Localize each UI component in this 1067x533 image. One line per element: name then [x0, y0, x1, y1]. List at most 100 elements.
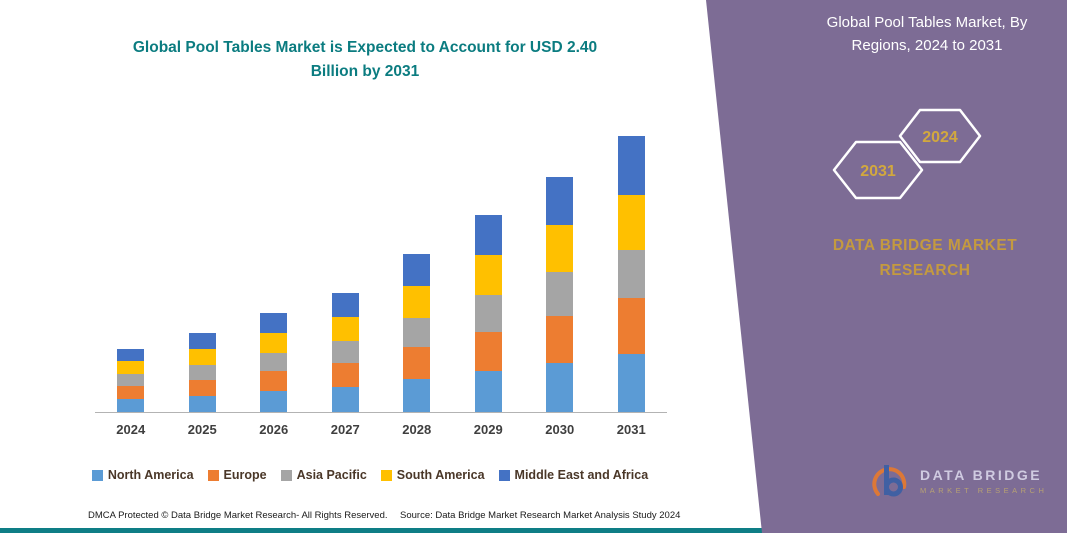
x-tick-label-2027: 2027 [330, 422, 360, 437]
panel-title: Global Pool Tables Market, By Regions, 2… [826, 14, 1028, 54]
bar-column-2029 [453, 215, 525, 412]
plot-area [95, 123, 667, 413]
stacked-bar-2031 [617, 136, 645, 412]
source-notice: Source: Data Bridge Market Research Mark… [400, 510, 681, 521]
x-tick-label-2029: 2029 [473, 422, 503, 437]
legend-swatch-asia-pacific [280, 469, 292, 481]
segment-europe [617, 298, 645, 354]
legend-item-north-america: North America [91, 468, 194, 482]
segment-asia-pacific [188, 365, 216, 380]
chart-title: Global Pool Tables Market is Expected to… [132, 39, 598, 81]
segment-north-america [403, 379, 431, 412]
x-axis-labels: 2024 2025 2026 2027 2028 2029 2030 2031 [95, 422, 667, 437]
segment-asia-pacific [546, 272, 574, 316]
legend-item-south-america: South America [380, 468, 485, 482]
segment-middle-east-and-africa [546, 177, 574, 225]
segment-middle-east-and-africa [617, 136, 645, 195]
hexagon-2024-label: 2024 [922, 129, 958, 146]
segment-south-america [474, 255, 502, 295]
legend-item-middle-east-and-africa: Middle East and Africa [498, 468, 649, 482]
hexagon-2024 [898, 108, 982, 164]
logo-b-icon [872, 465, 907, 497]
legend-label-europe: Europe [223, 468, 267, 482]
bar-column-2026 [238, 313, 310, 412]
segment-north-america [617, 354, 645, 412]
stacked-bar-2027 [331, 293, 359, 412]
legend-swatch-north-america [91, 469, 103, 481]
segment-middle-east-and-africa [188, 333, 216, 349]
segment-south-america [546, 225, 574, 272]
stacked-bar-2028 [403, 254, 431, 412]
segment-europe [546, 316, 574, 363]
brand-text: DATA BRIDGE MARKET RESEARCH [832, 237, 1018, 279]
legend-swatch-south-america [380, 469, 392, 481]
x-tick-label-2030: 2030 [545, 422, 575, 437]
logo-text: DATA BRIDGE MARKET RESEARCH [920, 467, 1047, 495]
segment-middle-east-and-africa [117, 349, 145, 361]
segment-asia-pacific [617, 250, 645, 298]
segment-europe [117, 386, 145, 399]
legend-label-south-america: South America [396, 468, 485, 482]
legend-label-asia-pacific: Asia Pacific [296, 468, 367, 482]
segment-middle-east-and-africa [474, 215, 502, 255]
stacked-bar-2026 [260, 313, 288, 412]
segment-asia-pacific [117, 374, 145, 386]
segment-north-america [474, 371, 502, 412]
segment-north-america [331, 387, 359, 412]
stacked-bar-2030 [546, 177, 574, 412]
legend-swatch-europe [207, 469, 219, 481]
stacked-bar-2029 [474, 215, 502, 412]
segment-europe [260, 371, 288, 391]
side-panel: Global Pool Tables Market, By Regions, 2… [706, 0, 1067, 533]
dmca-notice: DMCA Protected © Data Bridge Market Rese… [88, 510, 388, 521]
segment-south-america [117, 361, 145, 374]
data-bridge-logo: DATA BRIDGE MARKET RESEARCH [870, 460, 1047, 502]
logo-line1: DATA BRIDGE [920, 467, 1043, 483]
segment-europe [188, 380, 216, 396]
segment-asia-pacific [474, 295, 502, 332]
x-tick-label-2031: 2031 [616, 422, 646, 437]
bar-column-2031 [596, 136, 668, 412]
legend-label-middle-east-and-africa: Middle East and Africa [514, 468, 649, 482]
hexagon-2031-label: 2031 [860, 163, 896, 180]
segment-middle-east-and-africa [403, 254, 431, 286]
x-tick-label-2024: 2024 [116, 422, 146, 437]
segment-south-america [188, 349, 216, 365]
segment-north-america [117, 399, 145, 412]
segment-asia-pacific [260, 353, 288, 371]
segment-north-america [188, 396, 216, 412]
segment-south-america [403, 286, 431, 318]
legend-label-north-america: North America [107, 468, 194, 482]
segment-europe [474, 332, 502, 371]
hexagon-2031 [832, 140, 924, 200]
bar-column-2025 [167, 333, 239, 412]
segment-asia-pacific [403, 318, 431, 347]
bar-column-2030 [524, 177, 596, 412]
segment-south-america [260, 333, 288, 353]
segment-middle-east-and-africa [331, 293, 359, 317]
legend-item-europe: Europe [207, 468, 267, 482]
x-tick-label-2025: 2025 [187, 422, 217, 437]
segment-north-america [546, 363, 574, 412]
segment-europe [331, 363, 359, 387]
segment-europe [403, 347, 431, 379]
segment-middle-east-and-africa [260, 313, 288, 333]
segment-north-america [260, 391, 288, 412]
year-hexagons: 2031 2024 [832, 108, 982, 200]
x-tick-label-2028: 2028 [402, 422, 432, 437]
segment-south-america [331, 317, 359, 341]
stacked-bar-2025 [188, 333, 216, 412]
legend-item-asia-pacific: Asia Pacific [280, 468, 367, 482]
bottom-accent-bar [0, 528, 1067, 533]
logo-line2: MARKET RESEARCH [920, 486, 1048, 495]
x-tick-label-2026: 2026 [259, 422, 289, 437]
bar-column-2028 [381, 254, 453, 412]
segment-south-america [617, 195, 645, 250]
legend: North America Europe Asia Pacific South Ame… [60, 468, 680, 482]
stacked-bar-2024 [117, 349, 145, 412]
bar-column-2024 [95, 349, 167, 412]
bar-column-2027 [310, 293, 382, 412]
segment-asia-pacific [331, 341, 359, 363]
legend-swatch-middle-east-and-africa [498, 469, 510, 481]
